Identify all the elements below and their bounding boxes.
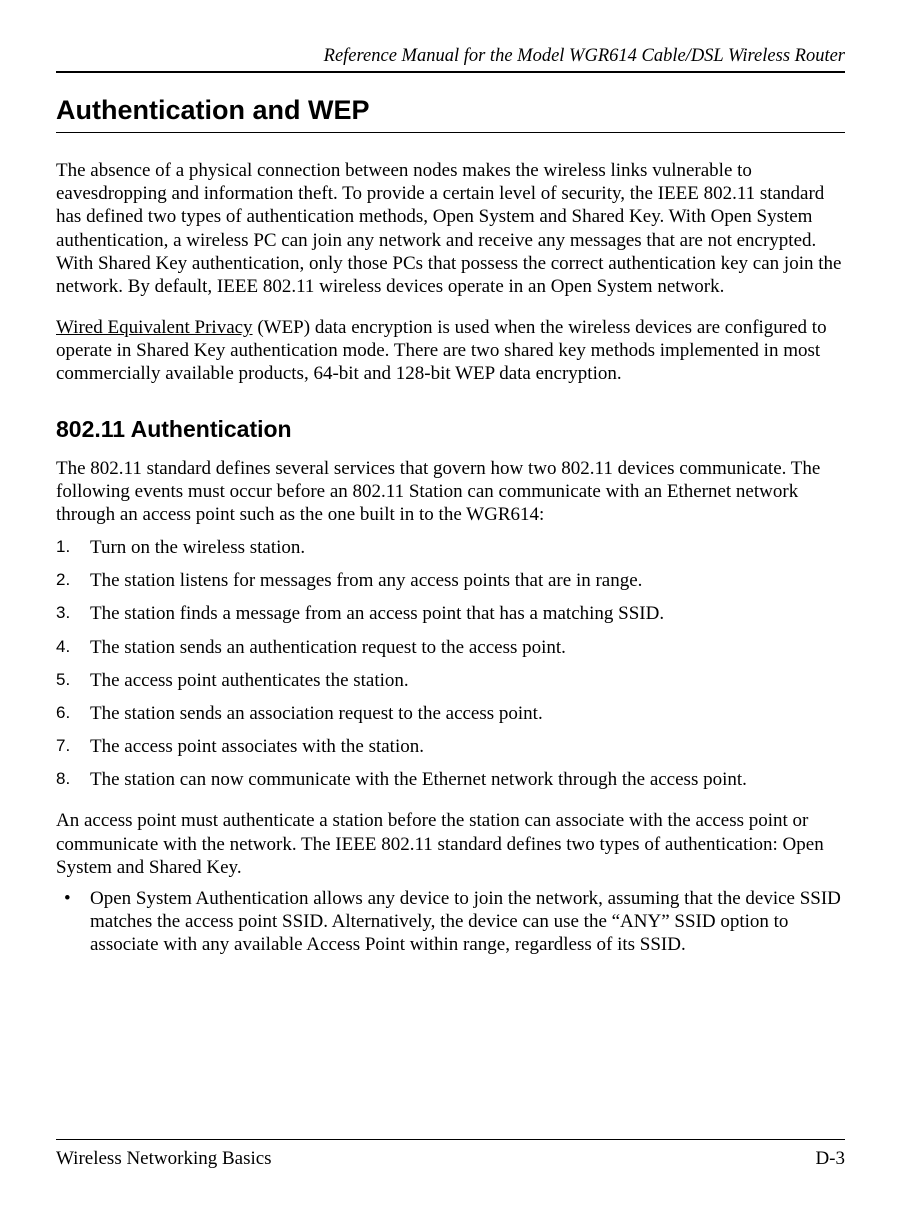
auth-step: The station sends an association request… [56,702,845,725]
wep-term-underlined: Wired Equivalent Privacy [56,317,253,338]
paragraph-auth-intro: The 802.11 standard defines several serv… [56,457,845,527]
auth-types-list: Open System Authentication allows any de… [56,887,845,957]
section-rule [56,132,845,133]
footer-left: Wireless Networking Basics [56,1148,272,1170]
auth-step: The access point associates with the sta… [56,735,845,758]
auth-type-open-system: Open System Authentication allows any de… [56,887,845,957]
auth-step: The station sends an authentication requ… [56,636,845,659]
page-footer: Wireless Networking Basics D-3 [56,1139,845,1170]
subsection-title: 802.11 Authentication [56,416,845,443]
auth-step: The station listens for messages from an… [56,569,845,592]
section-title: Authentication and WEP [56,95,845,126]
paragraph-auth-types: An access point must authenticate a stat… [56,809,845,879]
footer-rule [56,1139,845,1140]
paragraph-intro: The absence of a physical connection bet… [56,159,845,298]
auth-step: The station finds a message from an acce… [56,602,845,625]
auth-step: The access point authenticates the stati… [56,669,845,692]
auth-steps-list: Turn on the wireless station. The statio… [56,536,845,791]
footer-right: D-3 [815,1148,845,1170]
auth-step: Turn on the wireless station. [56,536,845,559]
header-rule [56,71,845,73]
paragraph-wep: Wired Equivalent Privacy (WEP) data encr… [56,316,845,386]
running-head: Reference Manual for the Model WGR614 Ca… [56,46,845,67]
document-page: Reference Manual for the Model WGR614 Ca… [0,0,901,1210]
auth-step: The station can now communicate with the… [56,768,845,791]
